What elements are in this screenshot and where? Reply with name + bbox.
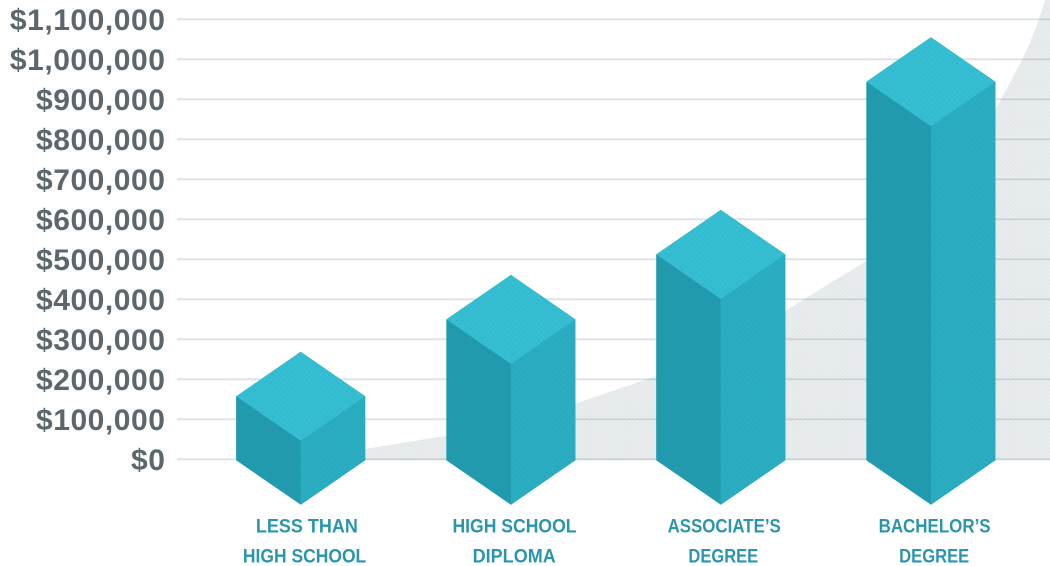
svg-text:$600,000: $600,000 bbox=[36, 204, 166, 237]
svg-text:$400,000: $400,000 bbox=[36, 284, 166, 317]
svg-text:$700,000: $700,000 bbox=[36, 164, 166, 197]
svg-text:DEGREE: DEGREE bbox=[899, 545, 969, 566]
svg-text:$1,000,000: $1,000,000 bbox=[10, 44, 166, 77]
svg-text:$900,000: $900,000 bbox=[36, 84, 166, 117]
svg-text:$300,000: $300,000 bbox=[36, 324, 166, 357]
svg-text:DIPLOMA: DIPLOMA bbox=[473, 545, 556, 566]
svg-text:DEGREE: DEGREE bbox=[688, 545, 758, 566]
svg-text:LESS THAN: LESS THAN bbox=[256, 515, 358, 537]
svg-text:$1,100,000: $1,100,000 bbox=[10, 4, 166, 37]
svg-text:BACHELOR’S: BACHELOR’S bbox=[879, 516, 991, 537]
svg-text:$500,000: $500,000 bbox=[36, 244, 166, 277]
svg-text:ASSOCIATE’S: ASSOCIATE’S bbox=[668, 516, 781, 537]
svg-text:$800,000: $800,000 bbox=[36, 124, 166, 157]
svg-text:$200,000: $200,000 bbox=[36, 364, 166, 397]
svg-text:$0: $0 bbox=[131, 444, 165, 477]
svg-text:HIGH SCHOOL: HIGH SCHOOL bbox=[452, 515, 576, 537]
svg-text:HIGH SCHOOL: HIGH SCHOOL bbox=[243, 545, 366, 566]
svg-text:$100,000: $100,000 bbox=[36, 404, 166, 437]
